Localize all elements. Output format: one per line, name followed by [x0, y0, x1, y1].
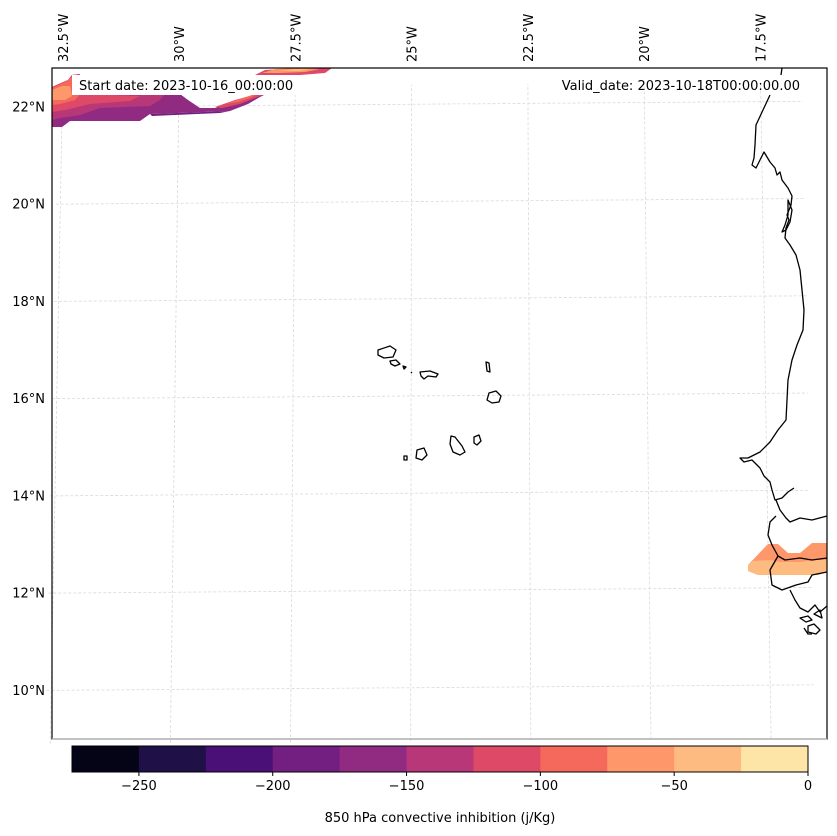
- colorbar-tick-label: −200: [255, 779, 291, 794]
- meridian-gridline: [170, 86, 180, 744]
- map-axes: Start date: 2023-10-16_00:00:00 Valid_da…: [46, 67, 828, 744]
- parallel-gridline: [48, 587, 812, 594]
- meridian-gridline: [527, 83, 532, 741]
- latitude-tick-label: 22°N: [12, 100, 45, 115]
- colorbar-segment: [607, 746, 675, 772]
- latitude-tick-label: 16°N: [12, 392, 45, 407]
- colorbar-segment: [205, 746, 274, 772]
- parallel-gridline: [57, 100, 803, 108]
- colorbar-tick-label: −50: [660, 779, 687, 794]
- meridian-gridline: [49, 87, 63, 744]
- longitude-tick-label: 32.5°W: [57, 14, 72, 62]
- longitude-tick-label: 27.5°W: [289, 14, 304, 62]
- colorbar-segment: [406, 746, 474, 772]
- colorbar-tick-label: 0: [804, 779, 812, 794]
- longitude-tick-label: 22.5°W: [522, 14, 537, 62]
- latitude-tick-label: 14°N: [12, 489, 45, 504]
- colorbar-segment: [674, 746, 742, 772]
- longitude-tick-label: 17.5°W: [754, 14, 769, 62]
- gridlines: [46, 82, 814, 744]
- colorbar-segment: [72, 746, 140, 772]
- meridian-gridline: [643, 82, 652, 740]
- latitude-tick-label: 12°N: [12, 587, 45, 602]
- colorbar-segment: [540, 746, 608, 772]
- parallel-gridline: [51, 392, 809, 400]
- colorbar-tick-label: −250: [121, 779, 157, 794]
- colorbar-label: 850 hPa convective inhibition (j/Kg): [325, 811, 556, 826]
- map-background: [52, 68, 827, 739]
- colorbar-tick-label: −150: [389, 779, 425, 794]
- colorbar-segments: [72, 746, 809, 772]
- parallel-gridline: [46, 684, 814, 691]
- colorbar-tick-label: −100: [523, 779, 559, 794]
- start-date-box: [72, 75, 312, 95]
- cin-fill-senegal: [748, 543, 827, 575]
- latitude-tick-label: 20°N: [12, 198, 45, 213]
- parallel-gridline: [50, 489, 810, 497]
- colorbar-segment: [339, 746, 408, 772]
- longitude-tick-label: 25°W: [406, 26, 421, 62]
- valid-date-annotation: Valid_date: 2023-10-18T00:00:00.00: [562, 79, 800, 94]
- start-date-annotation: Start date: 2023-10-16_00:00:00: [79, 79, 293, 94]
- coastline: [739, 67, 828, 635]
- colorbar-segment: [741, 746, 809, 772]
- colorbar: −250 −200 −150 −100 −50 0 850 hPa convective …: [71, 745, 812, 826]
- colorbar-ticks: −250 −200 −150 −100 −50 0: [121, 772, 812, 794]
- latitude-tick-labels: 22°N 20°N 18°N 16°N 14°N 12°N 10°N: [12, 100, 45, 699]
- meridian-gridline: [290, 85, 296, 743]
- parallel-gridline: [53, 295, 807, 302]
- colorbar-segment: [272, 746, 341, 772]
- colorbar-segment: [473, 746, 541, 772]
- longitude-tick-labels: 32.5°W 30°W 27.5°W 25°W 22.5°W 20°W 17.5°W: [57, 14, 770, 62]
- longitude-tick-label: 20°W: [638, 26, 653, 62]
- latitude-tick-label: 10°N: [12, 684, 45, 699]
- latitude-tick-label: 18°N: [12, 295, 45, 310]
- colorbar-segment: [138, 746, 207, 772]
- cape-verde-islands: [377, 345, 502, 461]
- longitude-tick-label: 30°W: [173, 26, 188, 62]
- colorbar-frame: [71, 745, 809, 773]
- meridian-gridline: [410, 84, 413, 742]
- meridian-gridline: [760, 82, 772, 739]
